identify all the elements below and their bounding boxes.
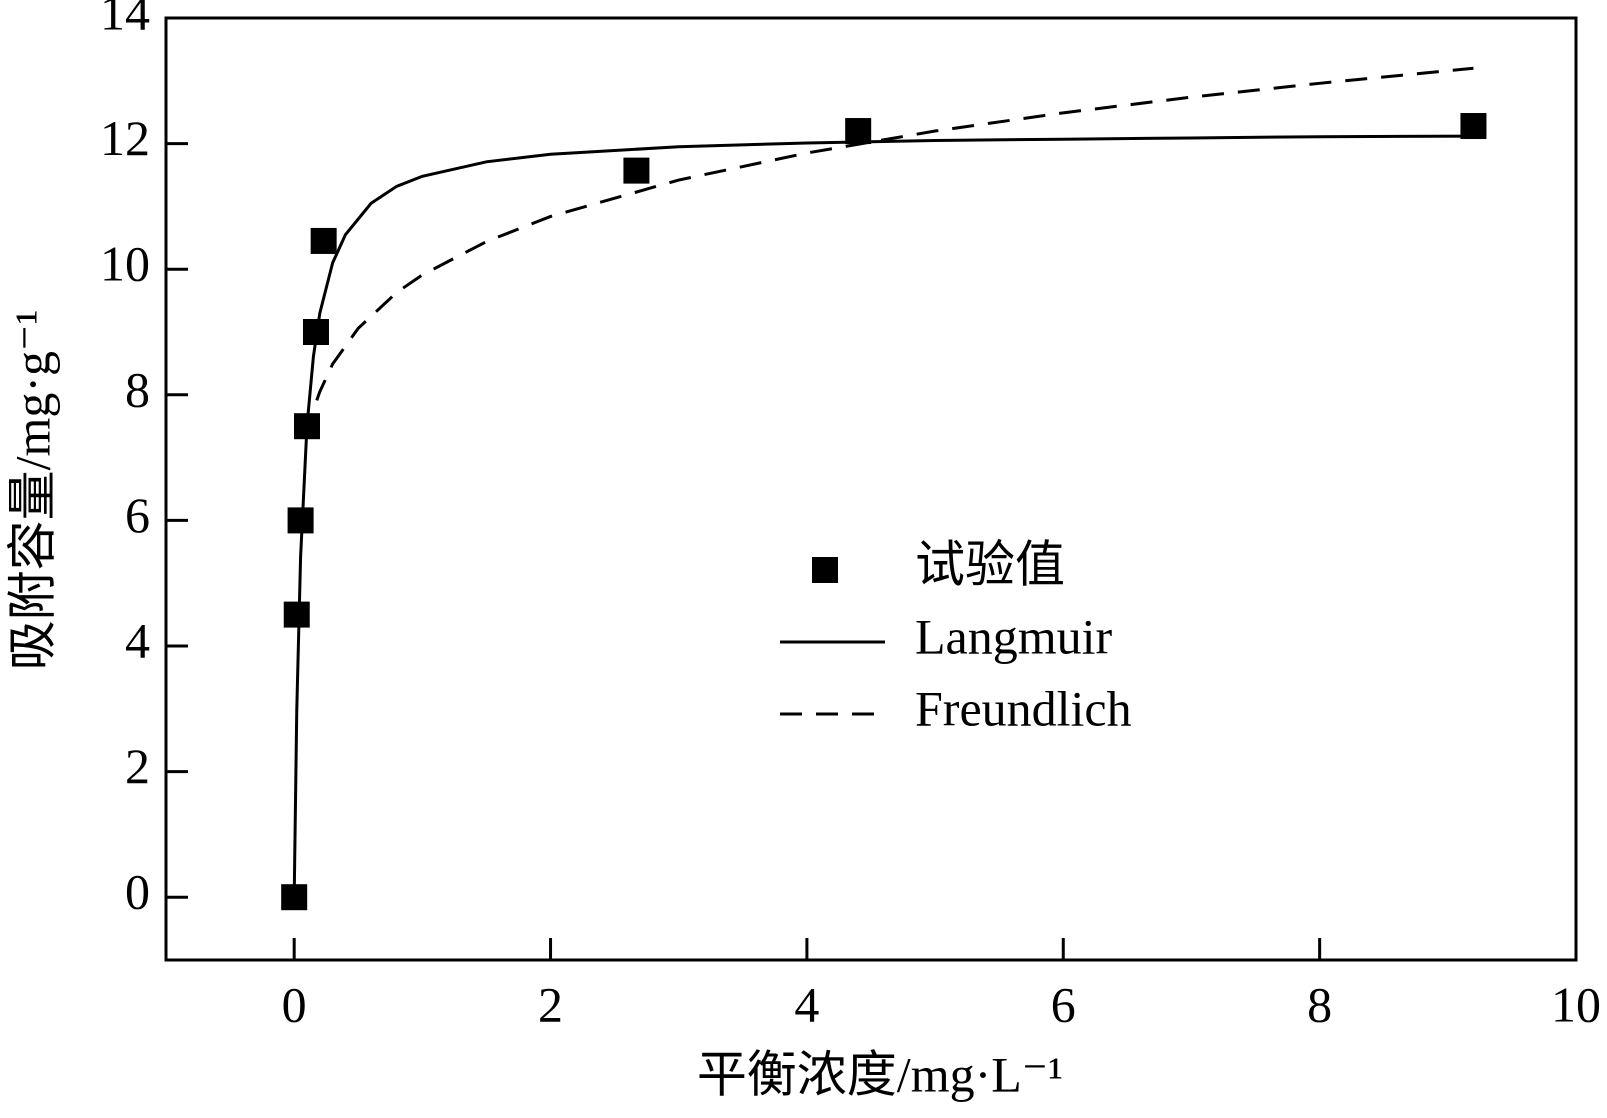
x-tick-label: 4 <box>794 976 819 1032</box>
y-axis-label: 吸附容量/mg·g⁻¹ <box>4 310 60 671</box>
fit-line <box>292 134 1474 898</box>
x-tick-label: 6 <box>1051 976 1076 1032</box>
plot-frame <box>164 16 1578 962</box>
y-tick-label: 14 <box>100 0 150 40</box>
x-tick-label: 2 <box>538 976 563 1032</box>
fit-line <box>305 66 1474 436</box>
y-tick-label: 12 <box>100 110 150 166</box>
y-tick-label: 6 <box>125 487 150 543</box>
marker <box>845 118 872 145</box>
legend-label: Langmuir <box>915 608 1113 664</box>
legend-label: 试验值 <box>915 536 1065 592</box>
marker <box>623 157 650 184</box>
y-tick-label: 2 <box>125 738 150 794</box>
legend-label: Freundlich <box>915 680 1132 736</box>
x-axis-label: 平衡浓度/mg·L⁻¹ <box>697 1046 1063 1102</box>
x-tick-label: 0 <box>282 976 307 1032</box>
y-tick-label: 10 <box>100 236 150 292</box>
y-tick-label: 8 <box>125 361 150 417</box>
y-tick-label: 0 <box>125 864 150 920</box>
marker <box>310 227 337 254</box>
x-tick-label: 10 <box>1551 976 1601 1032</box>
legend-marker <box>812 557 838 583</box>
marker <box>283 601 310 628</box>
y-tick-label: 4 <box>125 612 150 668</box>
x-tick-label: 8 <box>1307 976 1332 1032</box>
